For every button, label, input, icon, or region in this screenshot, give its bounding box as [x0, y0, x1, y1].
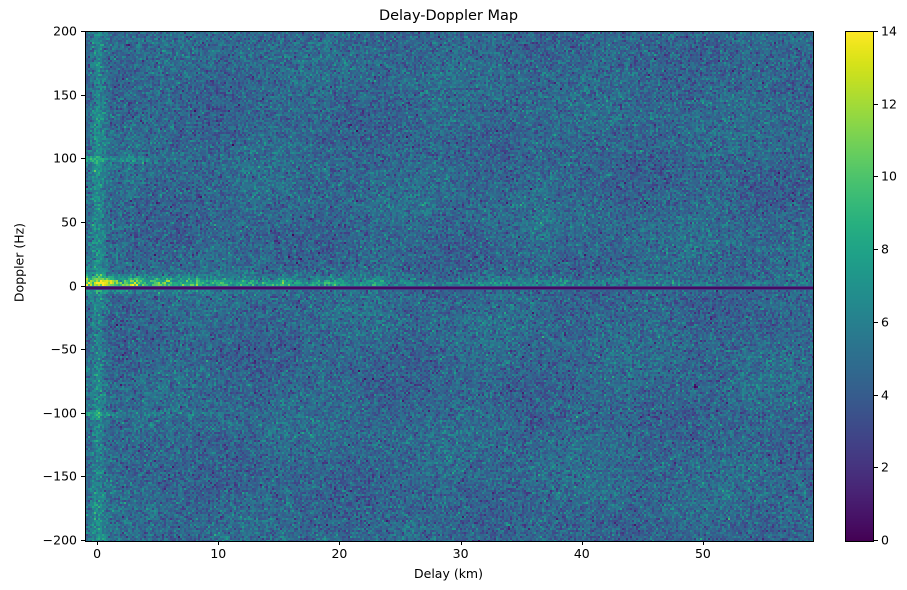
colorbar-tick-label: 8 [881, 241, 889, 257]
colorbar-tick-mark [874, 540, 878, 541]
colorbar-tick-mark [874, 321, 878, 323]
colorbar-tick-label: 6 [881, 314, 889, 330]
colorbar-tick-label: 4 [881, 387, 889, 403]
y-tick-label: 50 [61, 214, 77, 230]
colorbar-gradient [846, 32, 873, 541]
x-tick-label: 30 [452, 546, 469, 561]
y-tick-label: 150 [53, 87, 77, 103]
y-tick-label: −100 [42, 405, 77, 421]
y-tick-label: −50 [50, 341, 77, 357]
page-title: Delay-Doppler Map [378, 8, 519, 24]
y-tick-mark [81, 94, 85, 96]
x-tick-label: 40 [573, 546, 590, 561]
colorbar-tick-mark [874, 176, 878, 178]
colorbar-tick-label: 10 [881, 168, 897, 184]
y-tick-label: −150 [42, 468, 77, 484]
y-tick-label: 200 [53, 23, 77, 39]
y-tick-mark [81, 221, 85, 223]
colorbar-tick-mark [874, 31, 878, 32]
y-tick-label: 0 [69, 278, 77, 293]
y-tick-mark [81, 476, 85, 478]
x-tick-mark [218, 541, 220, 545]
colorbar-tick-label: 2 [881, 459, 889, 475]
x-tick-label: 10 [210, 546, 227, 561]
colorbar-tick-label: 0 [881, 532, 889, 548]
y-tick-label: −200 [42, 532, 77, 548]
y-tick-mark [81, 540, 85, 541]
colorbar[interactable] [845, 31, 874, 542]
delay-doppler-heatmap[interactable] [86, 32, 813, 541]
x-tick-mark [581, 541, 583, 545]
x-tick-mark [339, 541, 341, 545]
y-tick-mark [81, 285, 85, 287]
colorbar-tick-label: 14 [881, 23, 897, 39]
colorbar-tick-mark [874, 103, 878, 105]
colorbar-tick-label: 12 [881, 96, 897, 112]
x-axis-label: Delay (km) [414, 566, 483, 581]
colorbar-tick-mark [874, 394, 878, 396]
x-tick-mark [702, 541, 704, 545]
y-tick-label: 100 [53, 150, 77, 166]
y-tick-mark [81, 412, 85, 414]
x-tick-mark [97, 541, 99, 545]
colorbar-tick-mark [874, 467, 878, 469]
heatmap-plot-area[interactable] [85, 31, 814, 542]
colorbar-tick-mark [874, 249, 878, 251]
x-tick-mark [460, 541, 462, 545]
x-tick-label: 20 [331, 546, 348, 561]
y-axis-label: Doppler (Hz) [11, 222, 27, 303]
y-tick-mark [81, 31, 85, 32]
y-tick-mark [81, 349, 85, 351]
x-tick-label: 50 [694, 546, 711, 561]
x-tick-label: 0 [93, 546, 102, 561]
y-tick-mark [81, 158, 85, 160]
